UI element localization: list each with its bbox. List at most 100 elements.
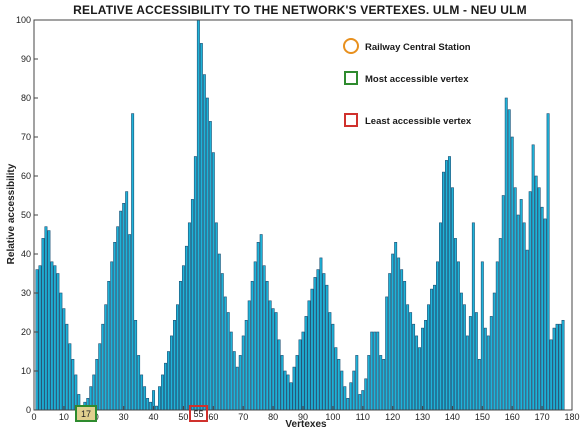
- bar-vertex-89: [298, 339, 302, 411]
- bar-vertex-136: [439, 222, 442, 411]
- legend: Railway Central Station Most accessible …: [343, 38, 472, 127]
- bar-vertex-151: [483, 327, 487, 411]
- bar-vertex-39: [149, 401, 153, 411]
- x-tick-label: 90: [298, 412, 308, 422]
- bar-vertex-32: [128, 234, 132, 411]
- legend-item-railway-station: Railway Central Station: [365, 42, 471, 53]
- bar-vertex-105: [346, 397, 350, 411]
- bar-vertex-108: [355, 355, 359, 411]
- x-tick-label: 150: [475, 412, 490, 422]
- bar-vertex-142: [456, 261, 460, 411]
- bar-vertex-143: [459, 292, 463, 411]
- bar-vertex-165: [525, 249, 529, 411]
- bar-vertex-146: [468, 316, 472, 411]
- bar-vertex-109: [358, 394, 362, 411]
- y-tick-label: 0: [26, 405, 31, 415]
- bar-vertex-29: [119, 210, 123, 411]
- bar-vertex-130: [421, 327, 425, 411]
- vertex-markers: 17 55: [75, 405, 208, 422]
- x-tick-label: 110: [356, 412, 370, 422]
- bar-vertex-7: [53, 265, 57, 411]
- bar-vertex-156: [498, 238, 502, 411]
- y-tick-label: 100: [16, 15, 31, 25]
- x-tick-label: 170: [535, 412, 550, 422]
- x-axis-label: Vertexes: [285, 419, 327, 430]
- bar-vertex-176: [558, 323, 562, 411]
- bar-vertex-6: [50, 261, 54, 411]
- bar-vertex-83: [280, 355, 284, 411]
- bar-vertex-1: [35, 269, 39, 411]
- bar-vertex-145: [465, 335, 469, 411]
- bar-vertex-22: [98, 343, 102, 411]
- bar-vertex-78: [265, 280, 269, 411]
- bar-vertex-171: [543, 218, 547, 411]
- legend-green-square-icon: [344, 71, 358, 85]
- most-accessible-vertex-label: 55: [193, 409, 203, 419]
- bar-vertex-77: [262, 265, 266, 411]
- bar-vertex-102: [337, 358, 341, 411]
- bar-vertex-154: [492, 292, 496, 411]
- bar-vertex-67: [232, 351, 236, 411]
- bar-vertex-173: [549, 339, 553, 411]
- bar-vertex-81: [274, 312, 278, 411]
- bar-vertex-2: [38, 265, 42, 411]
- bar-vertex-76: [259, 234, 263, 411]
- bar-vertex-177: [561, 319, 565, 411]
- bar-vertex-128: [415, 335, 419, 411]
- legend-red-square-icon: [344, 113, 358, 127]
- bar-vertex-115: [376, 331, 380, 411]
- bar-vertex-174: [552, 327, 556, 411]
- bar-vertex-116: [379, 355, 383, 411]
- bar-vertex-60: [211, 152, 215, 411]
- bar-vertex-31: [125, 191, 129, 411]
- bar-vertex-9: [59, 292, 63, 411]
- bar-vertex-48: [176, 304, 179, 411]
- bar-vertex-135: [436, 261, 439, 411]
- bar-vertex-170: [540, 206, 544, 411]
- bar-vertex-64: [223, 296, 227, 411]
- bar-vertex-161: [513, 187, 517, 411]
- bar-vertex-168: [534, 175, 538, 411]
- y-tick-label: 30: [21, 288, 31, 298]
- x-tick-label: 140: [445, 412, 460, 422]
- y-axis-label: Relative accessibility: [6, 163, 17, 264]
- bar-vertex-54: [193, 156, 197, 411]
- bar-vertex-122: [397, 257, 401, 411]
- bar-vertex-61: [214, 222, 218, 411]
- bar-vertex-14: [74, 374, 78, 411]
- bar-vertex-131: [424, 319, 428, 411]
- bar-vertex-175: [555, 323, 559, 411]
- bar-vertex-53: [190, 199, 194, 411]
- bar-vertex-132: [427, 304, 430, 411]
- bar-vertex-74: [253, 261, 257, 411]
- y-tick-label: 40: [21, 249, 31, 259]
- bar-vertex-111: [364, 378, 368, 411]
- bar-vertex-162: [516, 214, 520, 411]
- y-tick-label: 60: [21, 171, 31, 181]
- bar-vertex-100: [331, 323, 335, 411]
- least-accessible-vertex-label: 17: [81, 409, 91, 419]
- bar-vertex-20: [92, 374, 96, 411]
- x-tick-label: 160: [505, 412, 520, 422]
- bar-vertex-166: [528, 191, 532, 411]
- legend-circle-icon: [343, 38, 359, 54]
- bar-vertex-35: [137, 355, 141, 411]
- bar-vertex-118: [385, 296, 389, 411]
- bar-vertex-160: [510, 136, 514, 411]
- legend-item-most-accessible: Most accessible vertex: [365, 74, 469, 85]
- bar-vertex-93: [310, 288, 314, 411]
- bar-vertex-55: [196, 19, 200, 411]
- bar-vertex-47: [173, 319, 176, 411]
- bar-vertex-129: [418, 347, 422, 411]
- bar-vertex-91: [304, 316, 308, 411]
- bar-vertex-88: [295, 355, 299, 411]
- bar-vertex-101: [334, 347, 338, 411]
- bar-vertex-45: [167, 351, 170, 411]
- bar-vertex-96: [319, 257, 323, 411]
- bar-vertex-80: [271, 308, 275, 411]
- bar-vertex-70: [241, 335, 245, 411]
- bar-vertex-79: [268, 300, 272, 411]
- y-tick-label: 80: [21, 93, 31, 103]
- bar-vertex-8: [56, 273, 60, 411]
